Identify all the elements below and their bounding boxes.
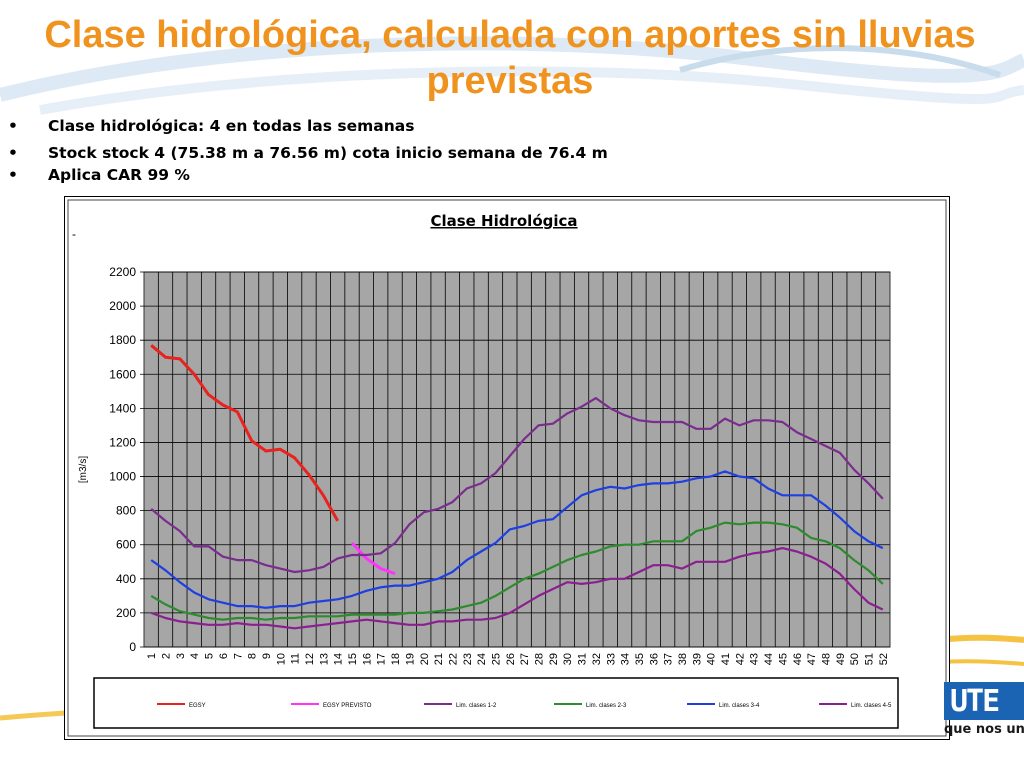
y-tick-label: 400 — [116, 572, 136, 586]
series-line — [150, 344, 340, 522]
series-line — [150, 547, 884, 630]
x-tick-label: 25 — [490, 653, 502, 665]
x-tick-label: 26 — [505, 653, 517, 665]
y-tick-label: 1000 — [109, 470, 136, 484]
bullet-text: Aplica CAR 99 % — [48, 166, 190, 184]
x-tick-label: 39 — [691, 653, 703, 665]
y-tick-label: 800 — [116, 504, 136, 518]
x-tick-label: 8 — [247, 653, 259, 659]
x-tick-label: 30 — [562, 653, 574, 665]
legend-box — [93, 677, 899, 729]
chart-dash-mark: - — [72, 227, 76, 241]
x-tick-label: 41 — [720, 653, 732, 665]
x-tick-label: 22 — [447, 653, 459, 665]
legend-label: EGSY PREVISTO — [323, 703, 372, 709]
x-tick-label: 7 — [232, 653, 244, 659]
hydrologic-class-chart: Clase Hidrológica - 0 200 400 600 800 1000 1200 1… — [63, 195, 951, 741]
x-tick-label: 46 — [792, 653, 804, 665]
series-line — [150, 397, 884, 574]
x-tick-label: 31 — [577, 653, 589, 665]
ute-logo: UTE — [944, 682, 1024, 720]
chart-title: Clase Hidrológica — [430, 212, 577, 230]
bullet-marker: • — [8, 166, 18, 184]
x-tick-label: 11 — [290, 653, 302, 664]
x-tick-label: 51 — [863, 653, 875, 665]
y-tick-label: 600 — [116, 538, 136, 552]
x-tick-label: 14 — [333, 653, 345, 665]
x-tick-label: 16 — [361, 653, 373, 665]
x-tick-label: 34 — [620, 653, 632, 665]
x-tick-label: 43 — [749, 653, 761, 665]
chart-frame: Clase Hidrológica - 0 200 400 600 800 1000 1200 1… — [63, 195, 951, 741]
legend-label: Lim. clases 2-3 — [586, 703, 627, 709]
bullet-item: • Clase hidrológica: 4 en todas las sema… — [8, 114, 608, 139]
x-tick-label: 23 — [462, 653, 474, 665]
x-tick-label: 48 — [820, 653, 832, 665]
x-tick-label: 20 — [419, 653, 431, 665]
y-tick-label: 2200 — [109, 265, 136, 279]
bullet-list: • Clase hidrológica: 4 en todas las sema… — [8, 114, 608, 186]
slide-title: Clase hidrológica, calculada con aportes… — [44, 14, 976, 102]
x-tick-label: 52 — [878, 653, 890, 665]
logo-glyph: UTE — [950, 684, 1000, 719]
x-tick-label: 32 — [591, 653, 603, 665]
bullet-text: Stock stock 4 (75.38 m a 76.56 m) cota i… — [48, 144, 608, 162]
y-tick-label: 1600 — [109, 367, 136, 381]
y-tick-label: 1200 — [109, 435, 136, 449]
x-tick-label: 18 — [390, 653, 402, 665]
series-line — [150, 521, 884, 621]
y-tick-label: 1800 — [109, 333, 136, 347]
x-tick-label: 33 — [605, 653, 617, 665]
x-tick-label: 17 — [376, 653, 388, 665]
bullet-marker: • — [8, 144, 18, 162]
series-line — [350, 541, 396, 576]
x-tick-label: 19 — [404, 653, 416, 665]
bullet-item: • Stock stock 4 (75.38 m a 76.56 m) cota… — [8, 142, 608, 164]
series-line — [150, 470, 884, 609]
x-tick-label: 38 — [677, 653, 689, 665]
x-tick-label: 15 — [347, 653, 359, 665]
y-tick-label: 200 — [116, 606, 136, 620]
y-tick-label: 2000 — [109, 299, 136, 313]
x-tick-label: 50 — [849, 653, 861, 665]
bullet-item: • Aplica CAR 99 % — [8, 164, 608, 186]
x-tick-label: 24 — [476, 653, 488, 665]
x-tick-label: 2 — [161, 653, 173, 659]
x-tick-label: 9 — [261, 653, 273, 659]
logo-tagline: que nos une — [944, 722, 1024, 737]
y-tick-label: 1400 — [109, 401, 136, 415]
x-tick-label: 36 — [648, 653, 660, 665]
x-tick-label: 37 — [663, 653, 675, 665]
x-tick-label: 28 — [534, 653, 546, 665]
x-tick-label: 4 — [189, 653, 201, 659]
x-tick-label: 42 — [734, 653, 746, 665]
x-tick-label: 29 — [548, 653, 560, 665]
x-tick-label: 35 — [634, 653, 646, 665]
x-tick-label: 12 — [304, 653, 316, 665]
x-tick-label: 21 — [433, 653, 445, 665]
y-axis-label: [m3/s] — [78, 456, 89, 483]
x-tick-label: 6 — [218, 653, 230, 659]
legend-label: Lim. clases 1-2 — [456, 703, 497, 709]
legend-label: EGSY — [189, 703, 206, 709]
x-tick-label: 10 — [275, 653, 287, 665]
legend-label: Lim. clases 3-4 — [719, 703, 760, 709]
x-tick-label: 47 — [806, 653, 818, 665]
y-tick-label: 0 — [129, 640, 136, 654]
x-tick-label: 5 — [204, 653, 216, 659]
x-tick-label: 27 — [519, 653, 531, 665]
legend-label: Lim. clases 4-5 — [851, 703, 892, 709]
x-tick-label: 13 — [318, 653, 330, 665]
x-tick-label: 49 — [835, 653, 847, 665]
bullet-marker: • — [8, 117, 18, 135]
x-tick-label: 44 — [763, 653, 775, 665]
x-tick-label: 1 — [146, 653, 158, 659]
x-tick-label: 45 — [777, 653, 789, 665]
bullet-text: Clase hidrológica: 4 en todas las semana… — [48, 117, 415, 135]
x-tick-label: 40 — [706, 653, 718, 665]
x-tick-label: 3 — [175, 653, 187, 659]
